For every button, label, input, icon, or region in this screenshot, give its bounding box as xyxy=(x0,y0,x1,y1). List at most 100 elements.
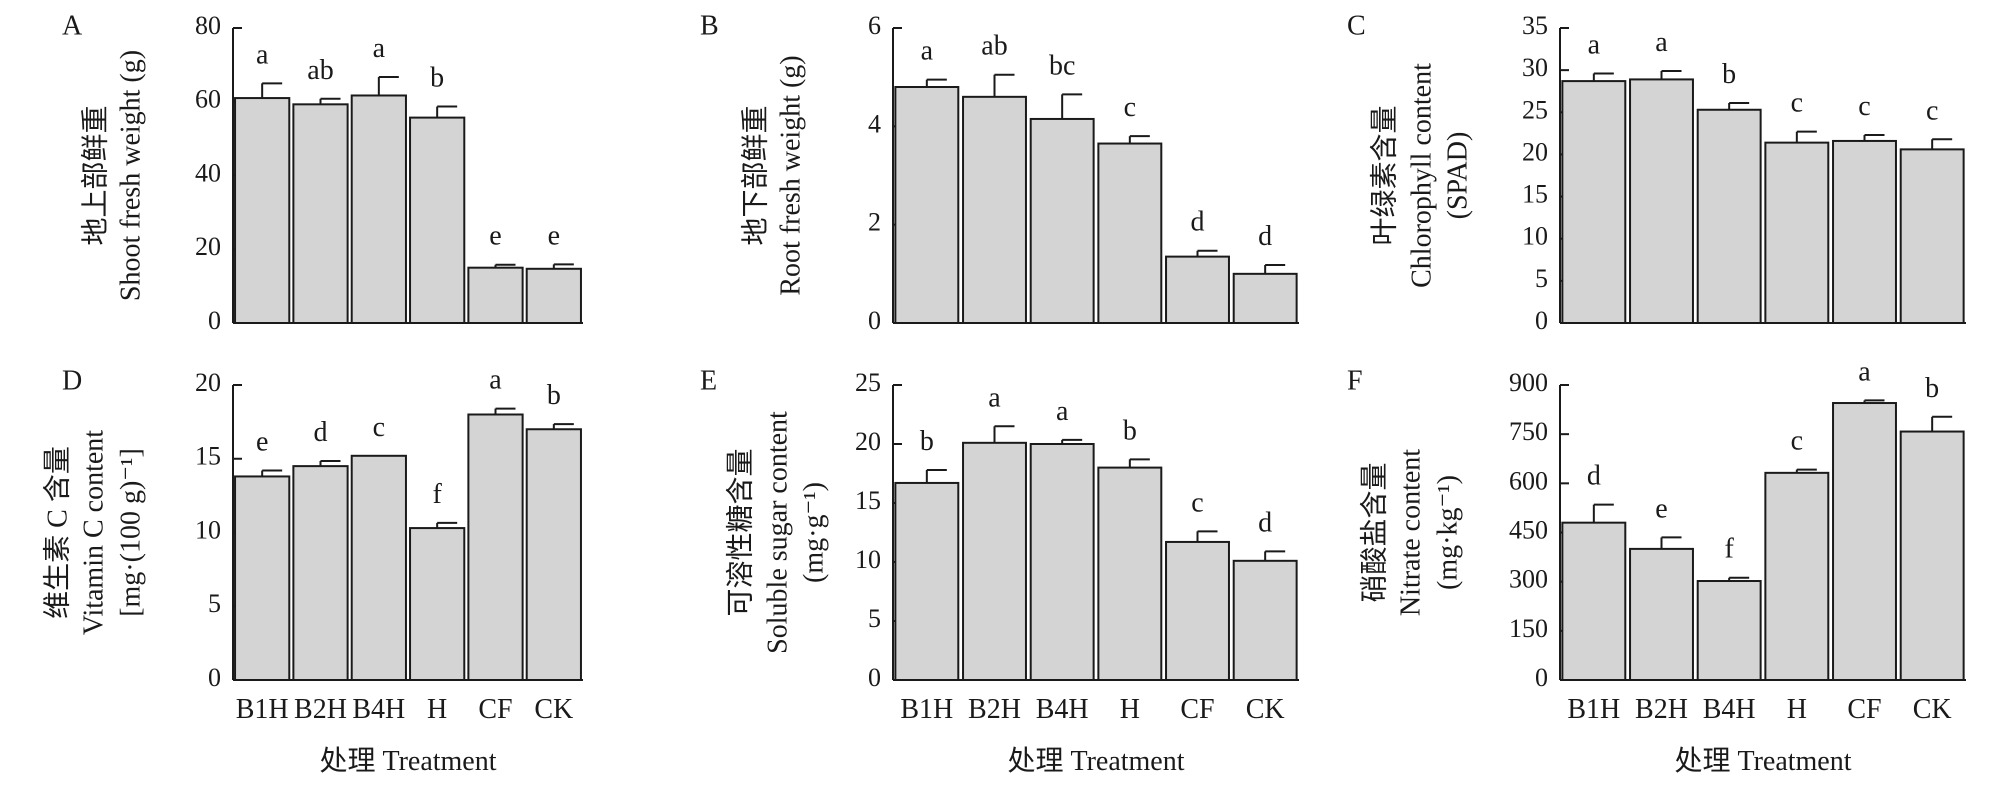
panel-b-bar-b4h xyxy=(1029,117,1095,325)
panel-c-ytick-label: 35 xyxy=(1522,11,1548,40)
panel-c-sig-letter: c xyxy=(1791,88,1803,119)
panel-b-bar-cf xyxy=(1165,255,1230,324)
panel-c-ytick-label: 20 xyxy=(1522,137,1548,166)
panel-f-ylabel-line: 硝酸盐含量 xyxy=(1358,462,1390,602)
panel-c-ylabel-line: (SPAD) xyxy=(1442,132,1473,220)
panel-d-xtick-label: B2H xyxy=(294,694,347,725)
panel-f-ytick-label: 750 xyxy=(1509,417,1548,446)
panel-d-xtick-label: CK xyxy=(534,694,573,725)
panel-f-xtick-label: B2H xyxy=(1635,694,1688,725)
panel-b-bar-b2h xyxy=(962,95,1027,325)
panel-f-bar-ck xyxy=(1899,430,1965,681)
panel-c-label: C xyxy=(1347,10,1366,41)
panel-e-xtick-label: H xyxy=(1120,694,1140,725)
panel-a-sig-letter: e xyxy=(489,221,501,252)
panel-e-bar-ck xyxy=(1232,559,1298,682)
panel-d-xtick-label: B4H xyxy=(352,694,405,725)
panel-d-sig-letter: b xyxy=(547,380,561,411)
panel-a-bar-cf xyxy=(467,266,524,324)
panel-b-bar-ck xyxy=(1232,272,1298,325)
panel-d-bar-b1h xyxy=(234,475,291,682)
panel-e-sig-letter: b xyxy=(1123,415,1137,446)
panel-b-sig-letter: d xyxy=(1191,207,1205,238)
panel-c-bar-cf xyxy=(1832,139,1897,324)
panel-f-bar-b4h xyxy=(1696,580,1762,681)
panel-e-ytick-label: 15 xyxy=(855,486,881,515)
panel-b-ylabel-line: Root fresh weight (g) xyxy=(775,55,806,295)
panel-a-bar-h xyxy=(409,116,466,324)
panel-d-sig-letter: f xyxy=(433,479,443,510)
panel-d-ytick-label: 15 xyxy=(195,442,221,471)
panel-c-ytick-label: 30 xyxy=(1522,53,1548,82)
panel-e-ylabel-line: 可溶性糖含量 xyxy=(724,448,756,616)
panel-f-xtick-label: B4H xyxy=(1703,694,1756,725)
panel-f-xlabel: 处理 Treatment xyxy=(1674,745,1851,777)
panel-a-ytick-label: 20 xyxy=(195,232,221,261)
panel-d-xtick-label: CF xyxy=(478,694,512,725)
panel-d-xlabel: 处理 Treatment xyxy=(319,745,496,777)
panel-a-ylabel-line: 地上部鲜重 xyxy=(79,105,111,245)
panel-b-ytick-label: 4 xyxy=(868,109,881,138)
panel-e-ytick-label: 5 xyxy=(868,604,881,633)
panel-a-ylabel-line: Shoot fresh weight (g) xyxy=(115,50,146,301)
panel-f-ytick-label: 150 xyxy=(1509,614,1548,643)
panel-f-ytick-label: 0 xyxy=(1535,663,1548,692)
panel-c-ylabel-line: Chlorophyll content xyxy=(1406,63,1437,288)
panel-a-ytick-label: 0 xyxy=(208,306,221,335)
panel-e-ylabel-line: Soluble sugar content xyxy=(762,411,793,654)
panel-e-bar-b2h xyxy=(962,441,1027,681)
panel-e-sig-letter: b xyxy=(920,426,934,457)
panel-b-sig-letter: bc xyxy=(1049,50,1075,81)
panel-f-ytick-label: 300 xyxy=(1509,565,1548,594)
panel-f-label: F xyxy=(1347,365,1363,396)
panel-c-ytick-label: 5 xyxy=(1535,264,1548,293)
panel-b-sig-letter: d xyxy=(1258,221,1272,252)
panel-f-ytick-label: 450 xyxy=(1509,515,1548,544)
panel-c-sig-letter: a xyxy=(1655,27,1668,58)
panel-f-ytick-label: 600 xyxy=(1509,466,1548,495)
panel-b-label: B xyxy=(700,10,719,41)
panel-d-bar-b2h xyxy=(292,465,349,681)
panel-c-sig-letter: b xyxy=(1722,59,1736,90)
panel-f-xtick-label: H xyxy=(1787,694,1807,725)
panel-d-sig-letter: e xyxy=(256,427,268,458)
panel-e-sig-letter: a xyxy=(988,382,1001,413)
panel-a-sig-letter: b xyxy=(430,63,444,94)
panel-c-ytick-label: 10 xyxy=(1522,222,1548,251)
panel-f-sig-letter: e xyxy=(1655,493,1667,524)
panel-a-bar-ck xyxy=(525,267,582,325)
panel-a-ytick-label: 80 xyxy=(195,11,221,40)
panel-d-bar-b4h xyxy=(350,454,407,681)
panel-e-sig-letter: d xyxy=(1258,507,1272,538)
panel-f-bar-b2h xyxy=(1629,547,1694,682)
panel-b-sig-letter: a xyxy=(921,36,934,67)
panel-d-ylabel-line: 维生素 C 含量 xyxy=(41,446,73,619)
panel-e-xtick-label: CF xyxy=(1180,694,1214,725)
panel-d-xtick-label: H xyxy=(427,694,447,725)
panel-e-bar-b1h xyxy=(894,481,960,681)
panel-e-xtick-label: B2H xyxy=(968,694,1021,725)
panel-f-bar-cf xyxy=(1832,402,1897,681)
panel-d-sig-letter: a xyxy=(489,365,502,396)
panel-d-bar-cf xyxy=(467,413,524,681)
panel-f-xtick-label: B1H xyxy=(1567,694,1620,725)
panel-e-xtick-label: B1H xyxy=(900,694,953,725)
panel-f-bar-h xyxy=(1764,471,1830,681)
panel-d-ytick-label: 10 xyxy=(195,515,221,544)
panel-e-xlabel: 处理 Treatment xyxy=(1007,745,1184,777)
panel-e-ytick-label: 0 xyxy=(868,663,881,692)
panel-a-sig-letter: ab xyxy=(307,55,333,86)
panel-f-ylabel-line: (mg·kg⁻¹) xyxy=(1432,475,1463,590)
panel-d-label: D xyxy=(62,365,82,396)
panel-c-sig-letter: a xyxy=(1588,30,1601,61)
panel-e-ytick-label: 20 xyxy=(855,427,881,456)
panel-d-ylabel-line: Vitamin C content xyxy=(78,430,109,635)
panel-e-bar-b4h xyxy=(1029,443,1095,681)
panel-d-ytick-label: 0 xyxy=(208,663,221,692)
panel-c-ytick-label: 0 xyxy=(1535,306,1548,335)
panel-e-label: E xyxy=(700,365,717,396)
panel-a-sig-letter: a xyxy=(256,39,269,70)
panel-a-bar-b1h xyxy=(234,97,291,324)
panel-c-bar-h xyxy=(1764,141,1830,324)
panel-a-ytick-label: 40 xyxy=(195,158,221,187)
